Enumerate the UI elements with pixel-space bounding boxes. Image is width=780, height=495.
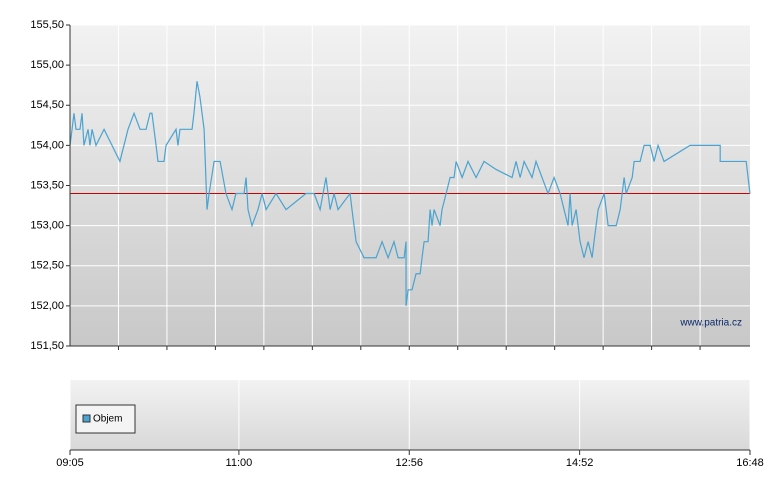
y-tick-label: 155,50	[30, 19, 64, 31]
y-tick-label: 153,00	[30, 220, 64, 232]
x-tick-label: 11:00	[226, 457, 253, 469]
y-tick-label: 154,00	[30, 139, 64, 151]
y-tick-label: 155,00	[30, 59, 64, 71]
y-tick-label: 152,00	[30, 300, 64, 312]
x-tick-label: 12:56	[396, 457, 424, 469]
legend-swatch	[82, 414, 91, 423]
watermark: www.patria.cz	[679, 318, 742, 329]
volume-area	[70, 380, 750, 450]
y-tick-label: 154,50	[30, 99, 64, 111]
y-tick-label: 151,50	[30, 340, 64, 352]
y-tick-label: 152,50	[30, 260, 64, 272]
x-tick-label: 09:05	[56, 457, 84, 469]
legend-label: Objem	[93, 414, 122, 425]
price-line	[69, 81, 751, 306]
x-tick-label: 14:52	[566, 457, 594, 469]
x-tick-label: 16:48	[736, 457, 764, 469]
y-tick-label: 153,50	[30, 179, 64, 191]
